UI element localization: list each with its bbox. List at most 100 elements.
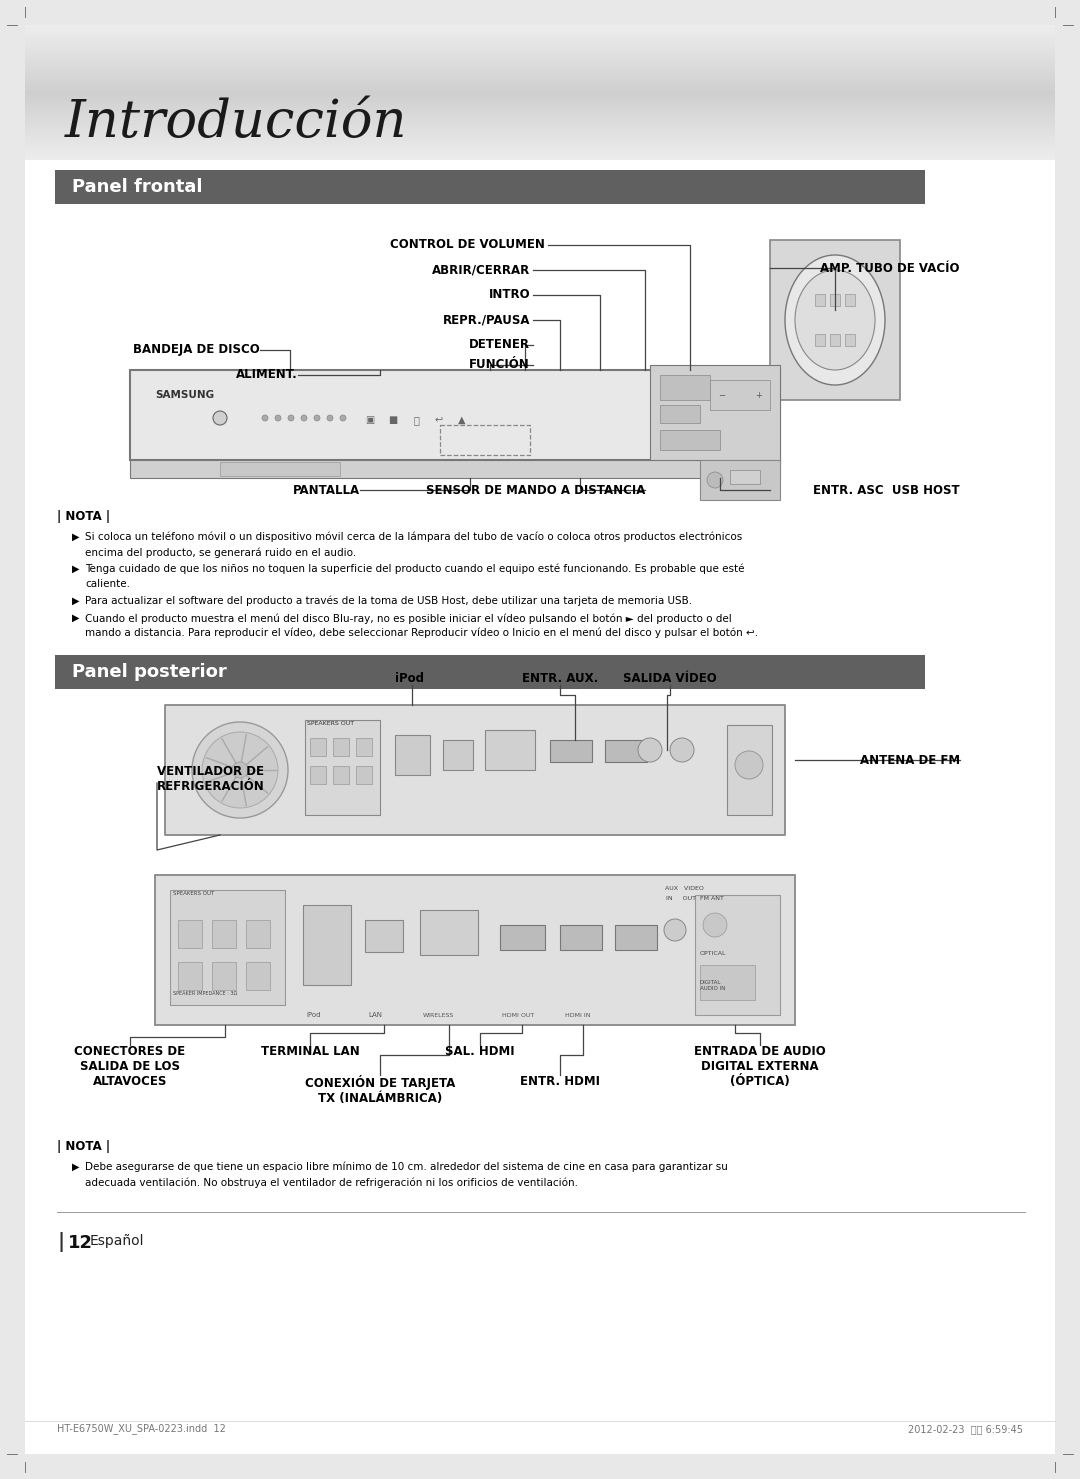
Ellipse shape (785, 254, 885, 385)
Bar (55, 170, 924, 204)
Text: Debe asegurarse de que tiene un espacio libre mínimo de 10 cm. alrededor del sis: Debe asegurarse de que tiene un espacio … (85, 1162, 728, 1173)
Bar (156, 876, 795, 1025)
Bar (700, 964, 755, 1000)
Text: ▣: ▣ (365, 416, 375, 424)
Text: REPR./PAUSA: REPR./PAUSA (443, 314, 530, 327)
Bar (815, 334, 825, 346)
Bar (130, 460, 780, 478)
Bar (305, 720, 380, 815)
Bar (550, 740, 592, 762)
Text: encima del producto, se generará ruido en el audio.: encima del producto, se generará ruido e… (85, 547, 356, 558)
Text: PANTALLA: PANTALLA (293, 484, 360, 497)
Bar (165, 705, 785, 836)
Text: 12: 12 (68, 1233, 93, 1253)
Text: DIGITAL
AUDIO IN: DIGITAL AUDIO IN (700, 981, 726, 991)
Text: SAL. HDMI: SAL. HDMI (445, 1046, 515, 1057)
Bar (660, 376, 710, 399)
Circle shape (638, 738, 662, 762)
Text: iPod: iPod (306, 1012, 321, 1018)
Circle shape (340, 416, 346, 422)
Bar (730, 470, 760, 484)
Text: ⏭: ⏭ (413, 416, 419, 424)
Bar (561, 924, 602, 950)
Bar (420, 910, 478, 955)
Bar (333, 738, 349, 756)
Bar (443, 740, 473, 771)
Circle shape (735, 751, 762, 779)
Text: ↩: ↩ (435, 416, 443, 424)
Text: SPEAKERS OUT: SPEAKERS OUT (307, 720, 354, 726)
Text: ▶: ▶ (72, 532, 80, 541)
Bar (246, 961, 270, 989)
Text: AUX   VIDEO: AUX VIDEO (665, 886, 704, 890)
Bar (395, 735, 430, 775)
Text: Cuando el producto muestra el menú del disco Blu-ray, no es posible iniciar el v: Cuando el producto muestra el menú del d… (85, 612, 732, 624)
Text: ▲: ▲ (458, 416, 465, 424)
Circle shape (703, 913, 727, 938)
Bar (212, 920, 237, 948)
Text: Español: Español (90, 1233, 145, 1248)
Text: adecuada ventilación. No obstruya el ventilador de refrigeración ni los orificio: adecuada ventilación. No obstruya el ven… (85, 1177, 578, 1188)
Text: ALIMENT.: ALIMENT. (237, 368, 298, 382)
Circle shape (213, 411, 227, 424)
Text: | NOTA |: | NOTA | (57, 1140, 110, 1154)
Text: Para actualizar el software del producto a través de la toma de USB Host, debe u: Para actualizar el software del producto… (85, 596, 692, 606)
Circle shape (301, 416, 307, 422)
Bar (727, 725, 772, 815)
Bar (660, 405, 700, 423)
Text: DETENER: DETENER (469, 339, 530, 352)
Bar (246, 920, 270, 948)
Bar (356, 766, 372, 784)
Text: Panel frontal: Panel frontal (72, 177, 203, 197)
Text: SPEAKERS OUT: SPEAKERS OUT (173, 890, 214, 896)
Text: IN     OUT: IN OUT (666, 896, 696, 901)
Text: mando a distancia. Para reproducir el vídeo, debe seleccionar Reproducir vídeo o: mando a distancia. Para reproducir el ví… (85, 629, 758, 639)
Ellipse shape (795, 271, 875, 370)
Circle shape (707, 472, 723, 488)
Text: CONECTORES DE
SALIDA DE LOS
ALTAVOCES: CONECTORES DE SALIDA DE LOS ALTAVOCES (75, 1046, 186, 1089)
Text: ENTR. AUX.: ENTR. AUX. (522, 671, 598, 685)
Bar (696, 895, 780, 1015)
Circle shape (275, 416, 281, 422)
Text: Si coloca un teléfono móvil o un dispositivo móvil cerca de la lámpara del tubo : Si coloca un teléfono móvil o un disposi… (85, 532, 742, 543)
Bar (831, 334, 840, 346)
Circle shape (288, 416, 294, 422)
Bar (485, 731, 535, 771)
Text: HDMI IN: HDMI IN (565, 1013, 591, 1018)
Text: INTRO: INTRO (488, 288, 530, 302)
Text: ▶: ▶ (72, 1162, 80, 1171)
Text: LAN: LAN (368, 1012, 382, 1018)
Bar (440, 424, 530, 456)
Text: ABRIR/CERRAR: ABRIR/CERRAR (432, 263, 530, 277)
Bar (845, 294, 855, 306)
Text: caliente.: caliente. (85, 578, 130, 589)
Bar (845, 334, 855, 346)
Bar (178, 961, 202, 989)
Circle shape (202, 732, 278, 808)
Text: ▶: ▶ (72, 596, 80, 606)
Circle shape (232, 762, 248, 778)
Circle shape (192, 722, 288, 818)
Bar (660, 430, 720, 450)
Text: | NOTA |: | NOTA | (57, 510, 110, 524)
Text: FUNCIÓN: FUNCIÓN (469, 358, 530, 371)
Bar (700, 460, 780, 500)
Circle shape (696, 918, 718, 941)
Text: BANDEJA DE DISCO: BANDEJA DE DISCO (133, 343, 260, 356)
Bar (303, 905, 351, 985)
Text: ▶: ▶ (72, 612, 80, 623)
Text: HT-E6750W_XU_SPA-0223.indd  12: HT-E6750W_XU_SPA-0223.indd 12 (57, 1424, 226, 1435)
Text: Tenga cuidado de que los niños no toquen la superficie del producto cuando el eq: Tenga cuidado de que los niños no toquen… (85, 563, 744, 574)
Text: HDMI OUT: HDMI OUT (502, 1013, 535, 1018)
Bar (212, 961, 237, 989)
Text: SPEAKER IMPEDANCE : 3Ω: SPEAKER IMPEDANCE : 3Ω (173, 991, 238, 995)
Text: CONEXIÓN DE TARJETA
TX (INALÁMBRICA): CONEXIÓN DE TARJETA TX (INALÁMBRICA) (305, 1075, 455, 1105)
Bar (333, 766, 349, 784)
Text: TERMINAL LAN: TERMINAL LAN (260, 1046, 360, 1057)
Bar (605, 740, 647, 762)
Bar (770, 240, 900, 399)
Text: |: | (57, 1232, 64, 1253)
Text: OPTICAL: OPTICAL (700, 951, 727, 955)
Bar (815, 294, 825, 306)
Bar (615, 924, 657, 950)
